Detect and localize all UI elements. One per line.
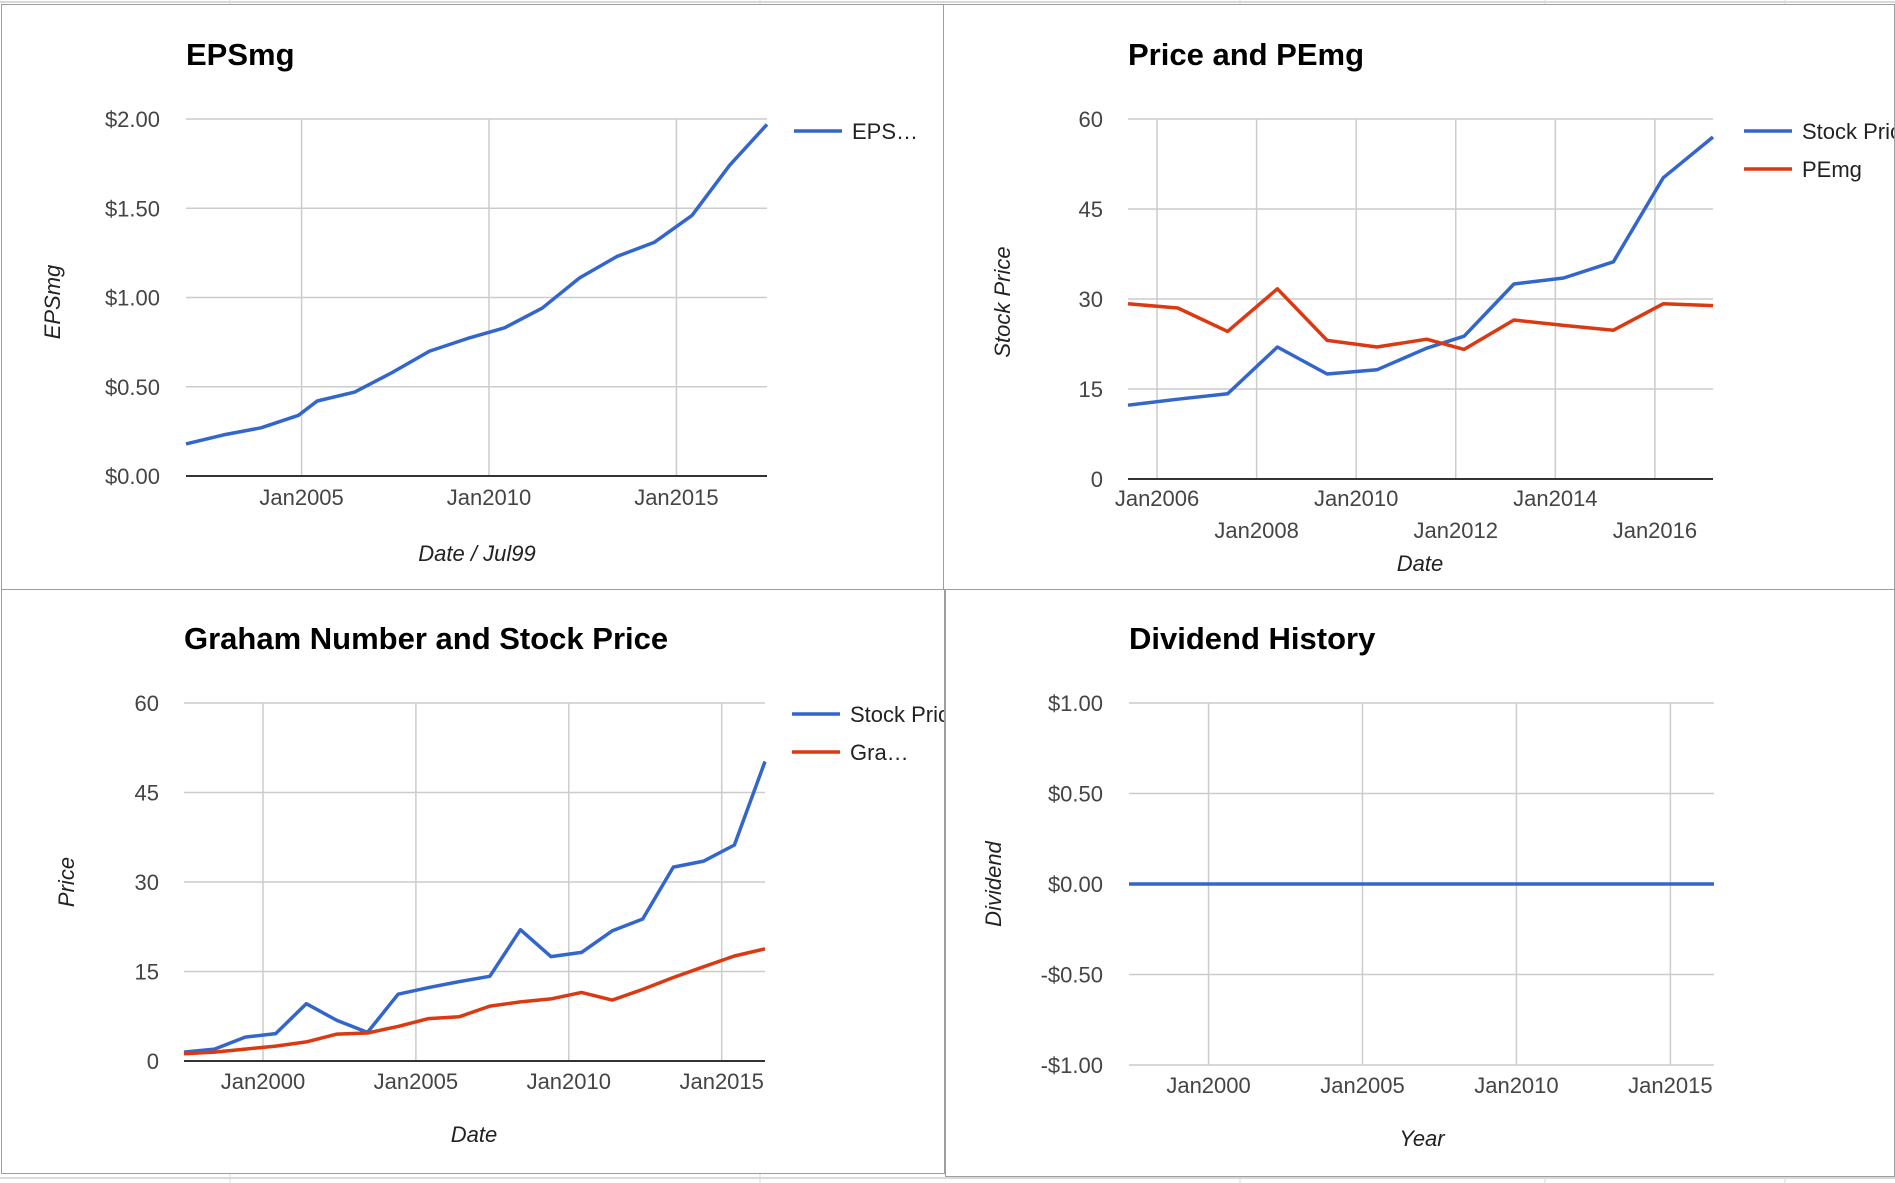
chart-title: Price and PEmg <box>1128 37 1364 72</box>
price-pe-chart-panel[interactable]: Price and PEmg 0 15 30 45 60 Jan2006 Jan2008 Jan… <box>943 4 1895 590</box>
x-tick-label: Jan2014 <box>1513 486 1597 511</box>
y-tick-label: $0.00 <box>1048 872 1103 897</box>
y-tick-label: $0.00 <box>105 464 160 489</box>
y-tick-label: 30 <box>135 870 159 895</box>
x-tick-label: Jan2015 <box>1628 1073 1712 1098</box>
x-axis-title: Date <box>451 1122 497 1147</box>
series-line-1 <box>185 123 769 446</box>
x-tick-label: Jan2010 <box>447 485 531 510</box>
x-tick-label: Jan2015 <box>634 485 718 510</box>
y-tick-label: $2.00 <box>105 107 160 132</box>
y-tick-label: $0.50 <box>1048 782 1103 807</box>
legend-label-1: EPS… <box>852 119 918 144</box>
y-tick-label: 60 <box>1079 107 1103 132</box>
price-pe-chart: Price and PEmg 0 15 30 45 60 Jan2006 Jan2008 Jan… <box>990 37 1894 576</box>
chart-title: Dividend History <box>1129 621 1376 656</box>
chart-title: Graham Number and Stock Price <box>184 621 668 656</box>
x-tick-label: Jan2010 <box>1314 486 1398 511</box>
chart-title: EPSmg <box>186 37 295 72</box>
series-line-1 <box>183 760 767 1054</box>
x-axis-title: Year <box>1399 1126 1446 1151</box>
eps-chart-panel[interactable]: EPSmg $0.00 $0.50 $1.00 $1.50 $2.00 Jan2005 Jan… <box>1 4 945 590</box>
y-tick-label: $1.00 <box>105 286 160 311</box>
y-tick-label: 0 <box>1091 467 1103 492</box>
series-line-2 <box>183 947 766 1056</box>
legend-label-2: Gra… <box>850 740 909 765</box>
x-tick-label: Jan2016 <box>1613 518 1697 543</box>
y-tick-label: -$1.00 <box>1041 1053 1103 1078</box>
graham-chart: Graham Number and Stock Price 0 15 30 45 60 Ja… <box>54 621 944 1147</box>
y-tick-label: $1.00 <box>1048 691 1103 716</box>
y-tick-label: 15 <box>1079 377 1103 402</box>
x-tick-label: Jan2010 <box>527 1069 611 1094</box>
x-axis-title: Date <box>1397 551 1443 576</box>
x-tick-label: Jan2000 <box>1166 1073 1250 1098</box>
y-tick-label: 30 <box>1079 287 1103 312</box>
y-tick-label: -$0.50 <box>1041 963 1103 988</box>
x-tick-label: Jan2000 <box>221 1069 305 1094</box>
dividend-chart: Dividend History -$1.00 -$0.50 $0.00 $0.50 $1… <box>981 621 1714 1151</box>
graham-chart-panel[interactable]: Graham Number and Stock Price 0 15 30 45 60 Ja… <box>1 589 945 1174</box>
legend-label-2: PEmg <box>1802 157 1862 182</box>
y-axis-title: Stock Price <box>990 246 1015 357</box>
x-tick-label: Jan2008 <box>1214 518 1298 543</box>
x-tick-label: Jan2005 <box>259 485 343 510</box>
y-tick-label: $1.50 <box>105 196 160 221</box>
x-tick-label: Jan2010 <box>1474 1073 1558 1098</box>
y-tick-label: 45 <box>135 781 159 806</box>
eps-chart: EPSmg $0.00 $0.50 $1.00 $1.50 $2.00 Jan2005 Jan… <box>40 37 918 566</box>
y-tick-label: 60 <box>135 691 159 716</box>
y-tick-label: $0.50 <box>105 375 160 400</box>
x-tick-label: Jan2015 <box>679 1069 763 1094</box>
y-axis-title: Price <box>54 857 79 907</box>
legend-label-1: Stock Price <box>850 702 944 727</box>
y-tick-label: 15 <box>135 960 159 985</box>
x-tick-label: Jan2006 <box>1115 486 1199 511</box>
x-tick-label: Jan2005 <box>374 1069 458 1094</box>
y-tick-label: 45 <box>1079 197 1103 222</box>
y-axis-title: EPSmg <box>40 264 65 339</box>
x-axis-title: Date / Jul99 <box>418 541 535 566</box>
legend-label-1: Stock Price <box>1802 119 1894 144</box>
x-tick-label: Jan2012 <box>1414 518 1498 543</box>
x-tick-label: Jan2005 <box>1320 1073 1404 1098</box>
series-line-1 <box>1127 135 1715 407</box>
y-tick-label: 0 <box>147 1049 159 1074</box>
dividend-chart-panel[interactable]: Dividend History -$1.00 -$0.50 $0.00 $0.50 $1… <box>945 589 1895 1177</box>
series-line-2 <box>1127 287 1714 352</box>
y-axis-title: Dividend <box>981 840 1006 926</box>
